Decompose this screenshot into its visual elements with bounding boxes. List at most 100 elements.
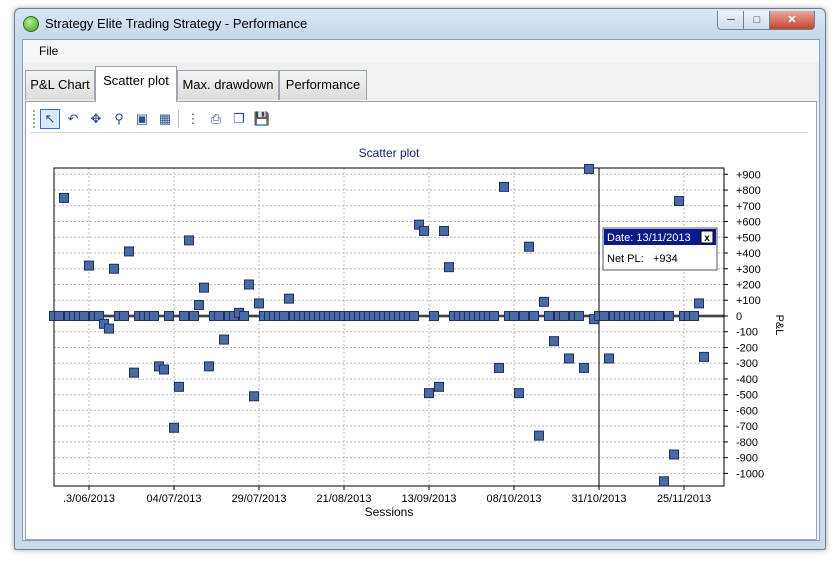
- data-point: [424, 388, 434, 399]
- zoom-icon[interactable]: ⚲: [114, 111, 124, 126]
- x-tick-label: 08/10/2013: [486, 493, 541, 505]
- close-button[interactable]: ✕: [769, 11, 815, 30]
- data-point: [169, 422, 179, 433]
- tooltip-close-icon: x: [704, 233, 710, 244]
- data-point: [439, 225, 449, 236]
- y-tick-label: -600: [736, 405, 758, 417]
- plot-area: [54, 168, 724, 486]
- data-point: [279, 310, 289, 321]
- tooltip-header: [604, 229, 716, 245]
- undo-zoom-icon[interactable]: ↶: [67, 111, 79, 126]
- export-data-icon[interactable]: ▦: [158, 111, 172, 126]
- y-axis-label: P&L: [773, 315, 785, 336]
- data-point: [604, 353, 614, 364]
- x-tick-label: 31/10/2013: [571, 493, 626, 505]
- pan-icon[interactable]: ✥: [90, 111, 102, 126]
- data-point: [249, 391, 259, 402]
- data-point: [219, 334, 229, 345]
- y-tick-label: +200: [736, 279, 761, 291]
- data-point: [599, 310, 609, 321]
- data-point: [534, 430, 544, 441]
- data-point: [79, 310, 89, 321]
- data-point: [654, 310, 664, 321]
- title-bar[interactable]: Strategy Elite Trading Strategy - Perfor…: [15, 9, 825, 39]
- tab-scatter-plot[interactable]: Scatter plot: [95, 66, 177, 102]
- data-point: [239, 310, 249, 321]
- data-point: [489, 310, 499, 321]
- data-point: [149, 310, 159, 321]
- y-tick-label: -300: [736, 358, 758, 370]
- data-point: [574, 310, 584, 321]
- x-tick-label: 21/08/2013: [316, 493, 371, 505]
- data-point: [119, 310, 129, 321]
- tooltip-netpl-label: Net PL:: [607, 253, 644, 265]
- y-tick-label: +600: [736, 217, 761, 229]
- save-icon[interactable]: 💾: [253, 111, 271, 126]
- app-logo-icon: [23, 16, 39, 32]
- data-point: [434, 381, 444, 392]
- data-point: [104, 323, 114, 334]
- data-point: [124, 246, 134, 257]
- data-point: [199, 282, 209, 293]
- y-tick-label: -200: [736, 342, 758, 354]
- x-tick-label: .3/06/2013: [63, 493, 115, 505]
- data-point: [549, 336, 559, 347]
- data-point: [189, 310, 199, 321]
- data-point: [109, 263, 119, 274]
- menu-file[interactable]: File: [39, 44, 59, 58]
- data-point: [179, 310, 189, 321]
- data-point: [664, 310, 674, 321]
- x-tick-label: 13/09/2013: [401, 493, 456, 505]
- tab-pl-chart[interactable]: P&L Chart: [25, 70, 95, 100]
- plot-frame: [53, 167, 725, 487]
- toolbar-grip: [33, 110, 38, 128]
- data-point: [669, 449, 679, 460]
- data-point: [174, 381, 184, 392]
- tab-performance[interactable]: Performance: [279, 70, 367, 100]
- data-point: [164, 310, 174, 321]
- data-point: [54, 310, 64, 321]
- y-tick-label: -100: [736, 327, 758, 339]
- print-icon[interactable]: ⎙: [210, 111, 222, 126]
- y-tick-label: -1000: [736, 468, 764, 480]
- data-point: [499, 181, 509, 192]
- window-title: Strategy Elite Trading Strategy - Perfor…: [45, 16, 308, 31]
- y-tick-label: -900: [736, 453, 758, 465]
- data-point: [429, 310, 439, 321]
- y-tick-label: -800: [736, 437, 758, 449]
- y-tick-label: +800: [736, 185, 761, 197]
- y-tick-label: -700: [736, 421, 758, 433]
- data-point: [59, 192, 69, 203]
- tab-max-drawdown[interactable]: Max. drawdown: [177, 70, 279, 100]
- pointer-icon[interactable]: ↖: [40, 109, 60, 129]
- data-point: [194, 299, 204, 310]
- data-point: [184, 235, 194, 246]
- data-point: [694, 298, 704, 309]
- y-tick-label: +900: [736, 169, 761, 181]
- y-tick-label: +100: [736, 295, 761, 307]
- data-point: [559, 310, 569, 321]
- data-point: [509, 310, 519, 321]
- export-image-icon[interactable]: ▣: [135, 111, 149, 126]
- data-point: [254, 298, 264, 309]
- data-point: [539, 296, 549, 307]
- copy-icon[interactable]: ❐: [233, 111, 245, 126]
- tooltip-close-button[interactable]: [700, 230, 714, 244]
- data-point: [564, 353, 574, 364]
- x-tick-label: 04/07/2013: [146, 493, 201, 505]
- menu-bar: File: [23, 40, 819, 62]
- y-tick-label: -400: [736, 374, 758, 386]
- properties-icon[interactable]: ⋮: [186, 111, 200, 126]
- data-point: [159, 364, 169, 375]
- data-point: [204, 361, 214, 372]
- toolbar-separator: [178, 110, 179, 128]
- data-point: [689, 310, 699, 321]
- chart-title: Scatter plot: [359, 146, 420, 160]
- chart-toolbar: ↖ ↶ ✥ ⚲ ▣ ▦ ⋮ ⎙ ❐ 💾: [30, 106, 808, 133]
- data-point: [244, 279, 254, 290]
- data-point: [419, 225, 429, 236]
- data-point: [519, 310, 529, 321]
- data-point: [544, 310, 554, 321]
- data-point: [584, 163, 594, 174]
